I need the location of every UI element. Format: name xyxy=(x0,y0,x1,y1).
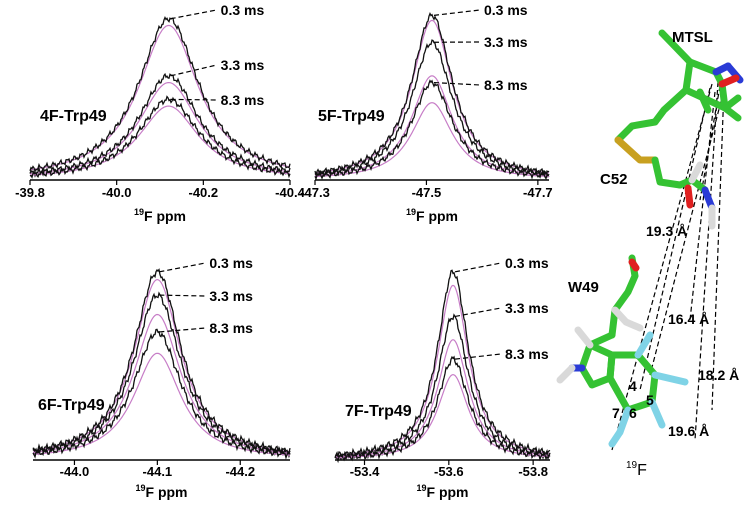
experimental-spectrum-line xyxy=(29,15,291,173)
x-tick-label: -40.2 xyxy=(189,185,219,200)
w49-oxygen-bond xyxy=(628,258,640,272)
distance-dashed-line xyxy=(711,87,725,411)
experimental-spectrum-line xyxy=(32,328,291,460)
mtsl-methyl xyxy=(721,104,742,122)
distance-label-16-4: 16.4 Å xyxy=(668,311,709,327)
fluorine-bond xyxy=(651,371,689,386)
x-axis-label: 19F ppm xyxy=(416,483,468,500)
c52-oxygen-bond xyxy=(684,184,694,209)
mixing-time-label: 0.3 ms xyxy=(209,255,253,271)
x-tick-label: -53.8 xyxy=(518,464,548,479)
mixing-time-label: 0.3 ms xyxy=(484,2,528,18)
experimental-spectrum-line xyxy=(314,79,550,181)
mixing-time-label: 8.3 ms xyxy=(221,92,265,108)
w49-hydrogen-bond xyxy=(556,364,576,384)
panel-label: 7F-Trp49 xyxy=(345,403,412,420)
mixing-time-leader-line xyxy=(454,353,502,360)
ring-number-7: 7 xyxy=(612,405,620,421)
experimental-spectrum-line xyxy=(29,72,291,178)
x-tick-label: -44.0 xyxy=(60,464,90,479)
mixing-time-label: 8.3 ms xyxy=(484,77,528,93)
distance-dashed-line xyxy=(649,85,726,376)
distance-dashed-line xyxy=(694,81,719,441)
distance-dashed-line xyxy=(639,87,711,391)
mtsl-methyl xyxy=(696,88,712,114)
distance-dashed-line xyxy=(689,91,716,321)
experimental-spectrum-line xyxy=(334,355,551,464)
fluorine-bond xyxy=(616,406,632,436)
mixing-time-leader-line xyxy=(170,98,217,101)
x-axis-label: 19F ppm xyxy=(406,207,458,224)
mixing-time-leader-line xyxy=(454,262,502,273)
mixing-time-leader-line xyxy=(170,9,217,20)
fluorine-bond xyxy=(648,398,666,429)
mixing-time-label: 0.3 ms xyxy=(221,2,265,18)
panel-label: 5F-Trp49 xyxy=(318,108,385,125)
mixing-time-label: 8.3 ms xyxy=(209,320,253,336)
x-tick-label: -47.3 xyxy=(300,185,330,200)
x-tick-label: -53.4 xyxy=(350,464,380,479)
x-axis-label: 19F ppm xyxy=(135,483,187,500)
fluorine-bond xyxy=(634,331,654,359)
x-tick-label: -40.4 xyxy=(275,185,305,200)
disulfide-bond xyxy=(614,136,659,164)
ring-number-6: 6 xyxy=(629,405,637,421)
mtsl-chain xyxy=(651,29,694,126)
mixing-time-label: 3.3 ms xyxy=(221,57,265,73)
mixing-time-label: 3.3 ms xyxy=(505,300,549,316)
mtsl-oxygen-bond xyxy=(718,74,740,88)
distance-label-18-2: 18.2 Å xyxy=(698,367,739,383)
w49-hydrogen-bond xyxy=(611,306,644,332)
distance-label-19-6: 19.6 Å xyxy=(668,423,709,439)
panel-label: 4F-Trp49 xyxy=(40,108,107,125)
distance-label-19-3: 19.3 Å xyxy=(646,223,687,239)
w49-label: W49 xyxy=(568,279,599,296)
x-tick-label: -40.0 xyxy=(102,185,132,200)
c52-side-chain xyxy=(651,156,684,189)
mixing-time-leader-line xyxy=(433,81,481,86)
ring-number-5: 5 xyxy=(646,392,654,408)
x-tick-label: -44.2 xyxy=(225,464,255,479)
x-tick-label: -39.8 xyxy=(15,185,45,200)
mtsl-ring-bond xyxy=(682,86,742,112)
experimental-spectrum-line xyxy=(334,269,551,459)
experimental-spectrum-line xyxy=(334,313,551,461)
mixing-time-label: 3.3 ms xyxy=(209,288,253,304)
panel-label: 6F-Trp49 xyxy=(38,397,105,414)
x-tick-label: -44.1 xyxy=(143,464,173,479)
spectra-panels: -39.8 -40.0 -40.2 -40.4 19F ppm 0.3 ms 3.3 ms 8… xyxy=(15,2,552,500)
mixing-time-label: 0.3 ms xyxy=(505,255,549,271)
experimental-spectrum-line xyxy=(29,95,291,179)
spectrum-panel-4: -53.4 -53.6 -53.8 19F ppm 0.3 ms 3.3 ms 8.3 ms… xyxy=(334,255,551,500)
mtsl-label: MTSL xyxy=(672,29,713,46)
mixing-time-label: 3.3 ms xyxy=(484,34,528,50)
spectrum-panel-3: -44.0 -44.1 -44.2 19F ppm 0.3 ms 3.3 ms 8.3 ms… xyxy=(32,255,291,500)
linker-bond xyxy=(614,118,659,144)
mixing-time-label: 8.3 ms xyxy=(505,346,549,362)
mixing-time-leader-line xyxy=(159,262,206,273)
simulated-spectrum-line xyxy=(32,278,291,453)
c52-hydrogen-bond xyxy=(688,161,704,184)
spectrum-panel-1: -39.8 -40.0 -40.2 -40.4 19F ppm 0.3 ms 3.3 ms 8… xyxy=(15,2,305,224)
w49-hydrogen-bond xyxy=(574,326,594,349)
x-tick-label: -47.5 xyxy=(412,185,442,200)
fluorine-19-label: 19F xyxy=(626,460,647,479)
mtsl-ring-bond xyxy=(686,58,720,76)
spectrum-panel-2: -47.3 -47.5 -47.7 19F ppm 0.3 ms 3.3 ms 8.3 ms… xyxy=(300,2,552,224)
simulated-spectrum-line xyxy=(29,82,291,175)
pyrrole-ring xyxy=(578,341,616,389)
x-tick-label: -47.7 xyxy=(523,185,553,200)
experimental-spectrum-line xyxy=(314,11,550,177)
mixing-time-leader-line xyxy=(433,9,481,16)
ring-number-4: 4 xyxy=(629,378,637,394)
x-tick-label: -53.6 xyxy=(434,464,464,479)
x-axis-label: 19F ppm xyxy=(134,207,186,224)
c52-label: C52 xyxy=(600,171,628,188)
fluorine-bond xyxy=(608,428,624,448)
distance-dashed-line xyxy=(611,83,713,451)
